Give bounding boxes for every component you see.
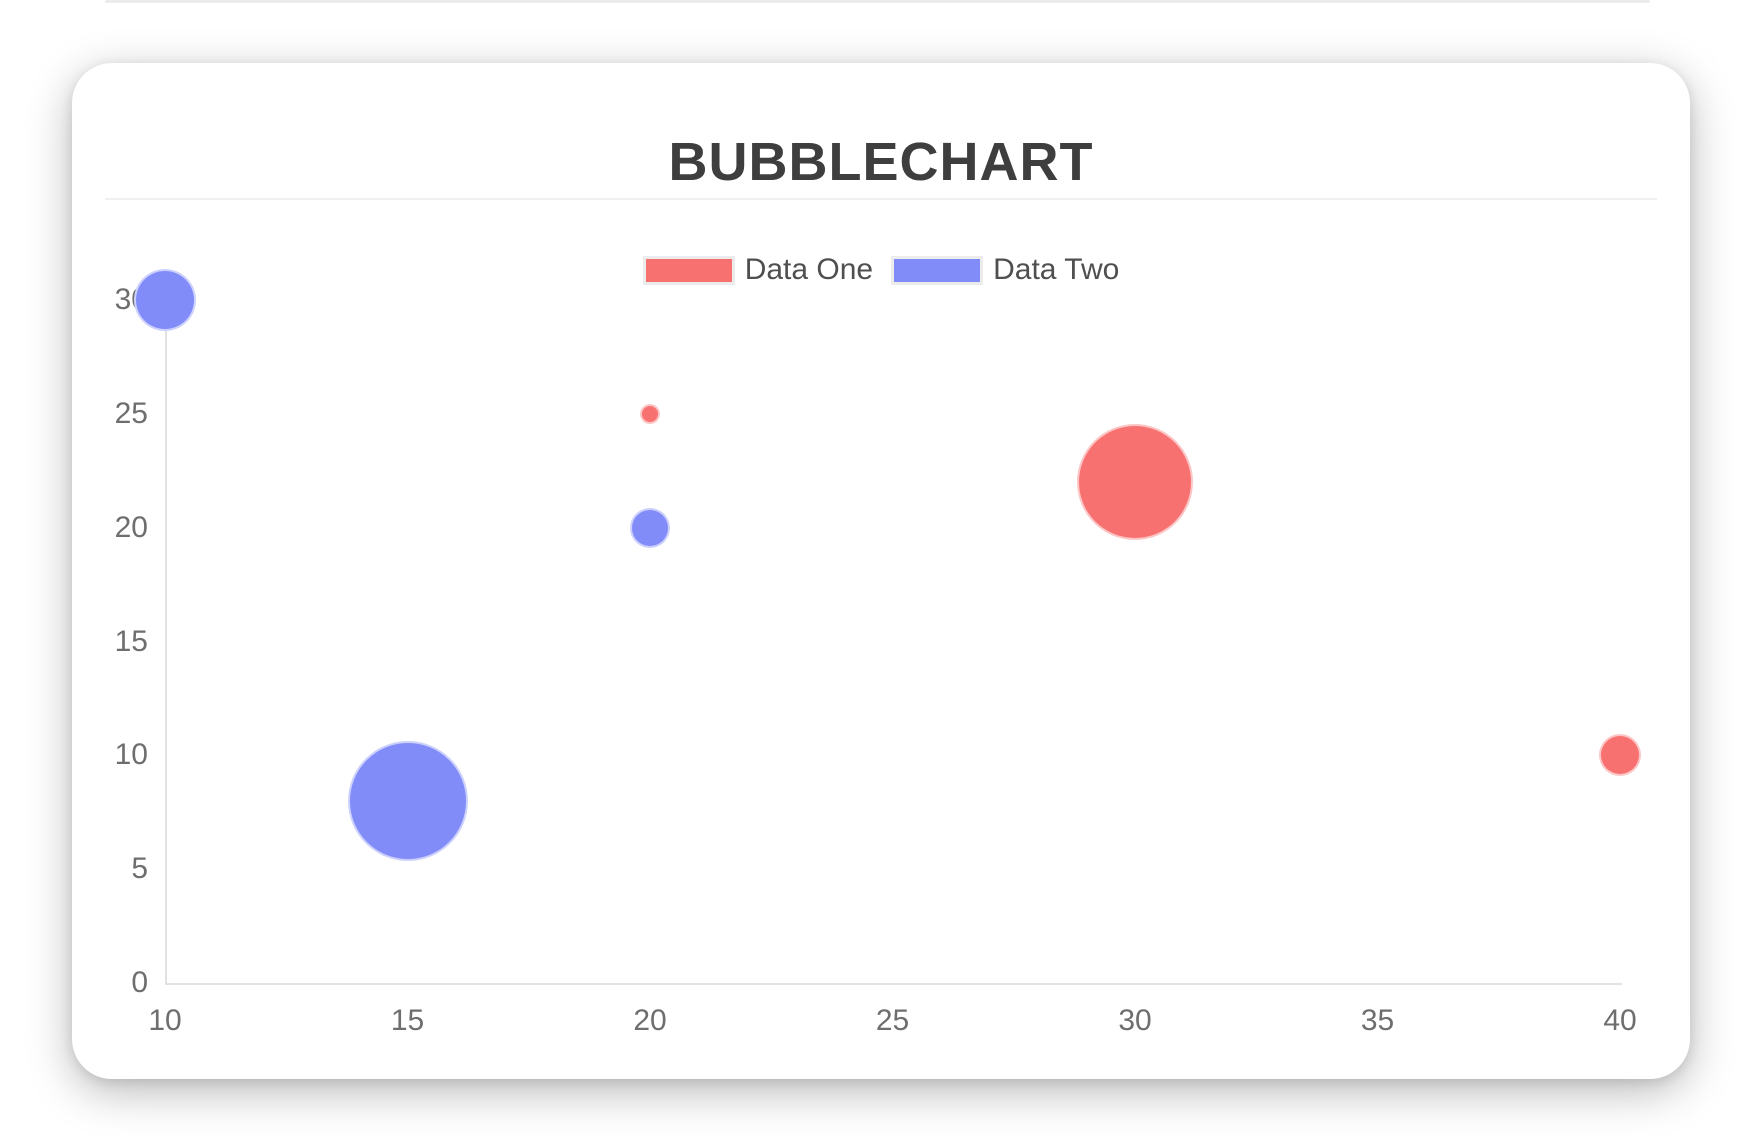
bubble-data-one[interactable] — [1077, 424, 1193, 541]
legend-item-data-two[interactable]: Data Two — [891, 253, 1119, 287]
bubble-data-one[interactable] — [640, 403, 660, 424]
y-tick-label: 10 — [114, 738, 148, 772]
x-tick-label: 40 — [1603, 1004, 1637, 1037]
y-tick-label: 0 — [131, 966, 148, 999]
x-tick-label: 25 — [875, 1004, 910, 1037]
chart-title: BUBBLECHART — [668, 132, 1094, 192]
plot-area: 0 5 10 15 20 25 30 10 15 20 25 30 35 40 — [72, 63, 1690, 1079]
y-tick-label: 15 — [114, 624, 148, 658]
legend-swatch-data-one — [642, 255, 735, 285]
bubble-data-two[interactable] — [347, 740, 468, 861]
x-tick-label: 15 — [390, 1004, 425, 1037]
legend-item-data-one[interactable]: Data One — [642, 253, 874, 287]
chart-legend: Data One Data Two — [72, 253, 1690, 287]
chart-card: BUBBLECHART Data One Data Two 0 5 10 15 20 25 3… — [72, 63, 1690, 1079]
y-tick-label: 25 — [114, 396, 148, 430]
bubble-data-one[interactable] — [1599, 734, 1641, 777]
legend-swatch-data-two — [891, 255, 984, 285]
title-divider — [105, 198, 1657, 200]
legend-label-data-two: Data Two — [993, 253, 1120, 286]
x-tick-label: 30 — [1118, 1004, 1152, 1037]
x-axis-line — [165, 983, 1622, 985]
x-tick-label: 10 — [148, 1004, 182, 1037]
y-tick-label: 20 — [114, 510, 148, 544]
top-separator-line — [105, 0, 1650, 3]
x-tick-label: 20 — [633, 1004, 667, 1037]
bubble-data-two[interactable] — [630, 507, 670, 548]
y-tick-label: 5 — [131, 852, 148, 886]
y-axis-line — [165, 288, 167, 985]
bubble-data-two[interactable] — [134, 269, 196, 331]
legend-label-data-one: Data One — [744, 253, 874, 286]
x-tick-label: 35 — [1360, 1004, 1395, 1037]
